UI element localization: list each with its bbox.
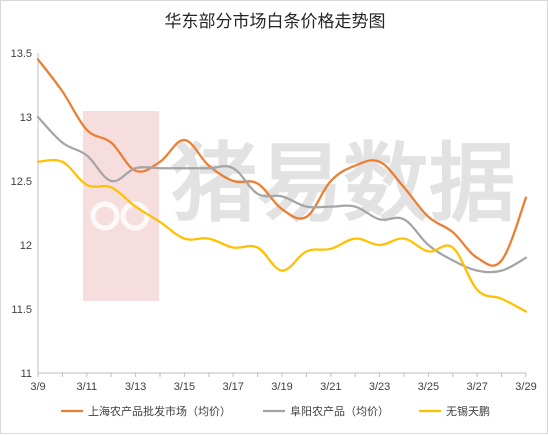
x-tick-label: 3/11 — [77, 381, 98, 393]
y-tick-label: 13 — [20, 112, 32, 124]
y-tick-label: 11 — [21, 368, 32, 380]
watermark-text: 猪易数据 — [171, 134, 515, 234]
series-line-3 — [36, 158, 528, 313]
pig-logo-icon — [83, 111, 159, 301]
x-tick-label: 3/17 — [222, 381, 243, 393]
y-tick-label: 11.5 — [11, 304, 32, 316]
y-tick-label: 13.5 — [11, 48, 32, 60]
chart-title: 华东部分市场白条价格走势图 — [165, 12, 386, 32]
x-tick-label: 3/13 — [125, 381, 146, 393]
legend-label-3: 无锡天鹏 — [446, 404, 490, 418]
x-tick-label: 3/27 — [466, 381, 487, 393]
legend-label-1: 上海农产品批发市场（均价） — [88, 404, 231, 418]
series-line-1 — [36, 58, 528, 267]
watermark: 猪易数据 — [83, 111, 515, 301]
series-line-2 — [36, 115, 528, 274]
y-tick-label: 12.5 — [11, 176, 32, 188]
axes: 11 11.5 12 12.5 13 13.5 3/9 3/11 3/13 3/15 3/17 3/1… — [11, 48, 537, 393]
x-tick-label: 3/23 — [369, 381, 390, 393]
x-tick-label: 3/19 — [271, 381, 292, 393]
pig-logo-eye-left — [90, 201, 120, 231]
x-tick-label: 3/25 — [418, 381, 439, 393]
series-lines — [36, 58, 528, 313]
x-tick-label: 3/9 — [30, 381, 45, 393]
y-tick-label: 12 — [20, 240, 32, 252]
pig-logo-eye-right — [120, 201, 150, 231]
legend-label-2: 阜阳农产品（均价） — [290, 404, 389, 418]
legend: 上海农产品批发市场（均价） 阜阳农产品（均价） 无锡天鹏 — [61, 404, 490, 418]
x-tick-label: 3/21 — [320, 381, 341, 393]
x-tick-label: 3/29 — [515, 381, 536, 393]
x-tick-label: 3/15 — [174, 381, 195, 393]
